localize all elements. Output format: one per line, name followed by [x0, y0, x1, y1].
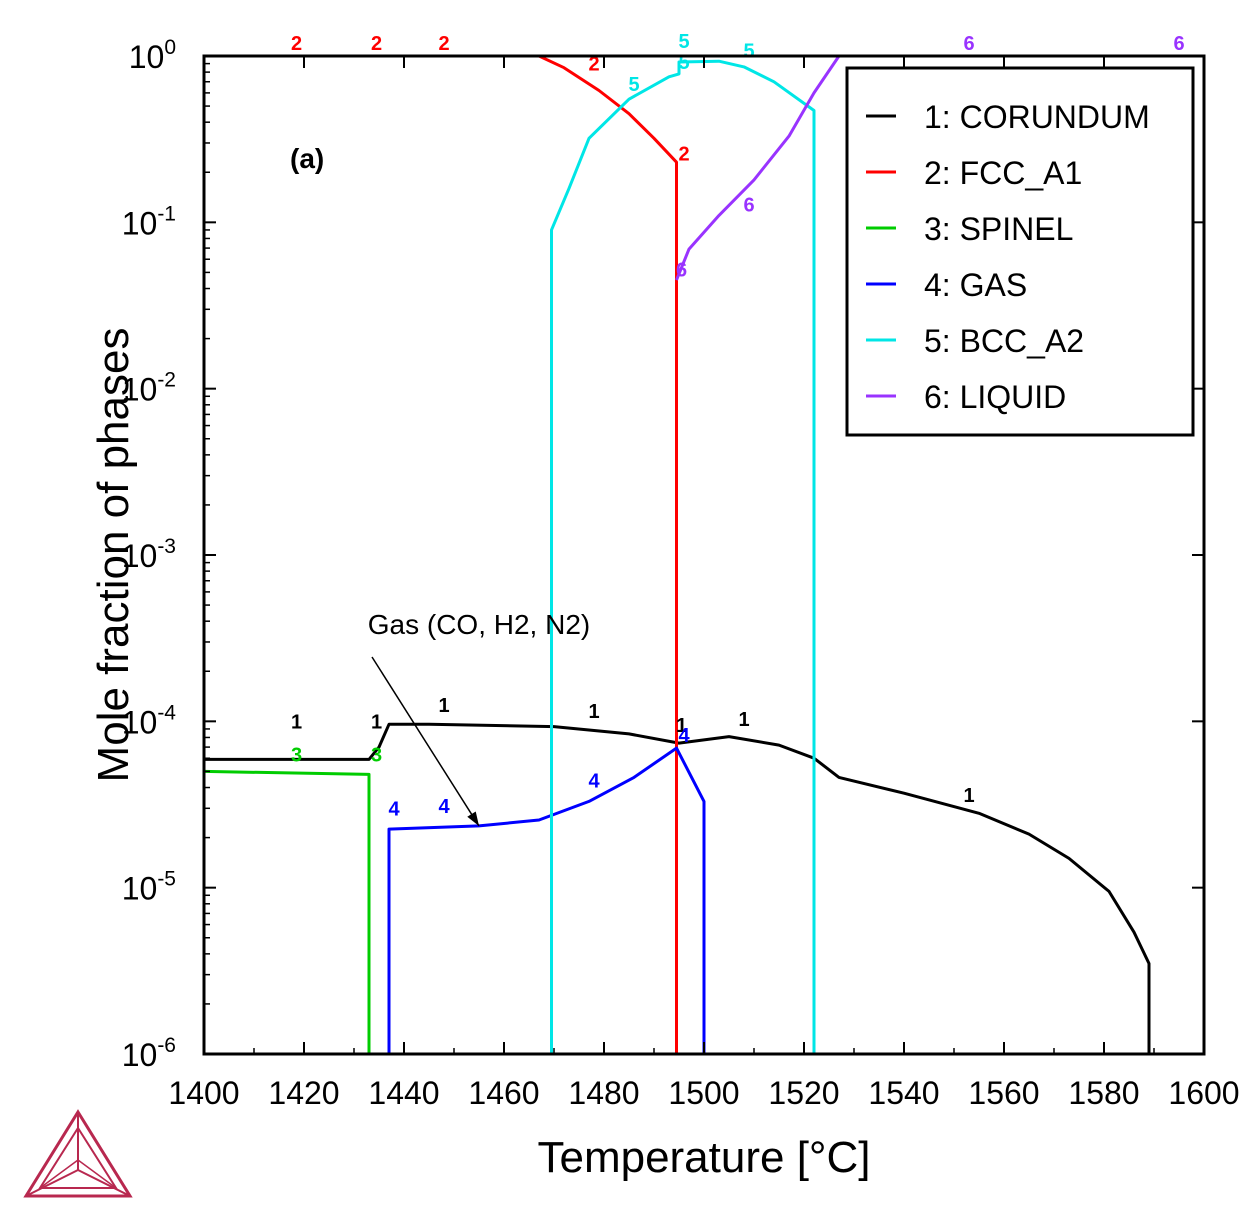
curve-marker-1-2: 1: [438, 695, 449, 717]
y-tick-label: 100: [129, 36, 176, 75]
curve-marker-2-2: 2: [438, 33, 449, 55]
curve-marker-1-3: 1: [588, 701, 599, 723]
curve-marker-6-2: 6: [963, 33, 974, 55]
curve-marker-6-3: 6: [1173, 33, 1184, 55]
x-tick-label: 1540: [868, 1075, 939, 1111]
legend-label-6: 6: LIQUID: [924, 379, 1066, 415]
x-tick-label: 1600: [1168, 1075, 1239, 1111]
curve-marker-2-0: 2: [291, 33, 302, 55]
annotation-arrow-head: [467, 811, 479, 826]
x-tick-label: 1520: [768, 1075, 839, 1111]
curve-marker-1-1: 1: [371, 711, 382, 733]
legend-box: [845, 66, 1195, 437]
curve-marker-5-2: 5: [678, 52, 689, 74]
legend-label-2: 2: FCC_A1: [924, 155, 1082, 191]
y-tick-label: 10-2: [122, 369, 176, 408]
y-tick-label: 10-6: [122, 1034, 176, 1073]
y-axis-ticks: 10-6 10-5 10-4 10-3 10-2 10-1 100: [122, 36, 1204, 1073]
x-tick-label: 1460: [468, 1075, 539, 1111]
curve-marker-4-1: 4: [438, 796, 450, 818]
curve-marker-1-4: 1: [676, 715, 687, 737]
curve-marker-5-0: 5: [628, 74, 639, 96]
legend-label-5: 5: BCC_A2: [924, 323, 1084, 359]
x-tick-label: 1400: [168, 1075, 239, 1111]
curve-marker-3-1: 3: [371, 745, 382, 767]
y-tick-label: 10-4: [122, 701, 177, 740]
legend: 1: CORUNDUM 2: FCC_A1 3: SPINEL 4: GAS 5: BC…: [845, 66, 1195, 437]
x-tick-label: 1420: [268, 1075, 339, 1111]
legend-label-1: 1: CORUNDUM: [924, 99, 1150, 135]
series-line-4: [387, 746, 706, 1054]
curve-marker-2-4: 2: [678, 143, 689, 165]
x-axis-title: Temperature [°C]: [537, 1133, 870, 1182]
curve-marker-5-1: 5: [678, 31, 689, 53]
curve-marker-1-5: 1: [738, 709, 749, 731]
series-line-1: [204, 722, 1151, 1054]
series-line-2: [538, 54, 678, 1054]
x-tick-label: 1580: [1068, 1075, 1139, 1111]
curve-marker-2-3: 2: [588, 54, 599, 76]
x-axis-ticks: 1400 1420 1440 1460 1480 1500 1520 1540 1560 1580…: [168, 56, 1240, 1111]
series-curves: [203, 54, 1151, 1054]
series-line-5: [550, 59, 816, 1054]
y-tick-label: 10-5: [122, 868, 176, 907]
x-tick-label: 1560: [968, 1075, 1039, 1111]
thermo-calc-logo-icon: [23, 1109, 133, 1198]
panel-label: (a): [290, 143, 324, 174]
x-tick-label: 1500: [668, 1075, 739, 1111]
curve-marker-6-0: 6: [676, 260, 687, 282]
x-tick-label: 1440: [368, 1075, 439, 1111]
curve-marker-4-3: 4: [678, 725, 690, 747]
y-axis-title: Mole fraction of phases: [89, 328, 138, 783]
curve-marker-5-3: 5: [743, 40, 754, 62]
curve-marker-6-1: 6: [743, 195, 754, 217]
y-tick-label: 10-1: [122, 202, 176, 241]
curve-marker-1-6: 1: [963, 785, 974, 807]
legend-items: 1: CORUNDUM 2: FCC_A1 3: SPINEL 4: GAS 5: BC…: [866, 99, 1150, 415]
legend-label-4: 4: GAS: [924, 267, 1027, 303]
series-line-3: [203, 769, 371, 1054]
annotation-text: Gas (CO, H2, N2): [368, 609, 590, 640]
series-line-6: [675, 55, 841, 281]
curve-marker-4-0: 4: [388, 798, 400, 820]
annotation-arrow-line: [371, 656, 480, 827]
gas-annotation: Gas (CO, H2, N2): [368, 609, 590, 827]
curve-marker-3-0: 3: [291, 745, 302, 767]
curve-marker-2-1: 2: [371, 33, 382, 55]
curve-marker-1-0: 1: [291, 711, 302, 733]
curve-marker-4-2: 4: [588, 771, 600, 793]
x-tick-label: 1480: [568, 1075, 639, 1111]
legend-label-3: 3: SPINEL: [924, 211, 1073, 247]
y-tick-label: 10-3: [122, 535, 176, 574]
